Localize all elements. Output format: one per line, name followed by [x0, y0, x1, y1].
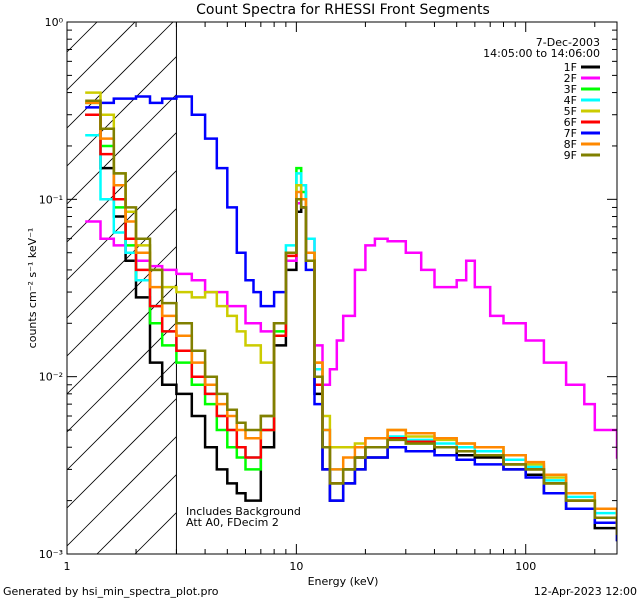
- hatch-line: [67, 22, 98, 53]
- legend-label: 4F: [564, 94, 577, 107]
- series-9F: [85, 99, 617, 536]
- axis-tick-labels: 1 10 100 10⁰ 10⁻¹ 10⁻² 10⁻³: [39, 16, 536, 573]
- hatch-line: [134, 512, 177, 554]
- annotation-background: Includes Background: [186, 505, 301, 518]
- hatch-line: [67, 208, 177, 319]
- x-tick-label: 1: [64, 560, 71, 573]
- legend-label: 9F: [564, 149, 577, 162]
- hatch-line: [67, 398, 177, 509]
- legend-label: 2F: [564, 72, 577, 85]
- hatch-line: [96, 474, 177, 554]
- annotation-attenuator: Att A0, FDecim 2: [186, 516, 279, 529]
- time-range: 14:05:00 to 14:06:00: [483, 47, 600, 60]
- legend-label: 8F: [564, 138, 577, 151]
- hatch-line: [67, 22, 174, 129]
- series-8F: [85, 101, 617, 525]
- hatch-line: [67, 94, 177, 205]
- hatch-line: [67, 360, 177, 471]
- legend-label: 1F: [564, 61, 577, 74]
- legend-label: 7F: [564, 127, 577, 140]
- hatch-line: [67, 322, 177, 433]
- hatch-line: [67, 246, 177, 357]
- y-tick-label: 10⁻¹: [39, 193, 63, 206]
- plot-frame: [66, 21, 618, 555]
- x-axis-label: Energy (keV): [308, 575, 379, 588]
- hatch-line: [67, 170, 177, 281]
- hatch-line: [67, 56, 177, 167]
- axis-ticks: [66, 22, 617, 555]
- hatch-line: [67, 132, 177, 243]
- footer-generated-by: Generated by hsi_min_spectra_plot.pro: [3, 585, 219, 598]
- hatch-line: [67, 284, 177, 395]
- x-tick-label: 10: [289, 560, 303, 573]
- y-tick-label: 10⁰: [45, 16, 64, 29]
- observation-date: 7-Dec-2003: [536, 36, 600, 49]
- y-axis-label: counts cm⁻² s⁻¹ keV⁻¹: [26, 228, 39, 349]
- y-tick-label: 10⁻²: [39, 371, 63, 384]
- x-tick-label: 100: [515, 560, 536, 573]
- footer-timestamp: 12-Apr-2023 12:00: [534, 585, 637, 598]
- hatch-line: [67, 22, 136, 91]
- series-2F: [85, 184, 617, 459]
- legend-label: 3F: [564, 83, 577, 96]
- chart-title: Count Spectra for RHESSI Front Segments: [196, 2, 490, 18]
- legend-label: 5F: [564, 105, 577, 118]
- series-layer: [85, 91, 617, 542]
- y-tick-label: 10⁻³: [39, 548, 63, 561]
- hatched-region: [67, 0, 177, 554]
- hatch-line: [67, 0, 176, 14]
- legend-label: 6F: [564, 116, 577, 129]
- hatch-line: [67, 436, 177, 547]
